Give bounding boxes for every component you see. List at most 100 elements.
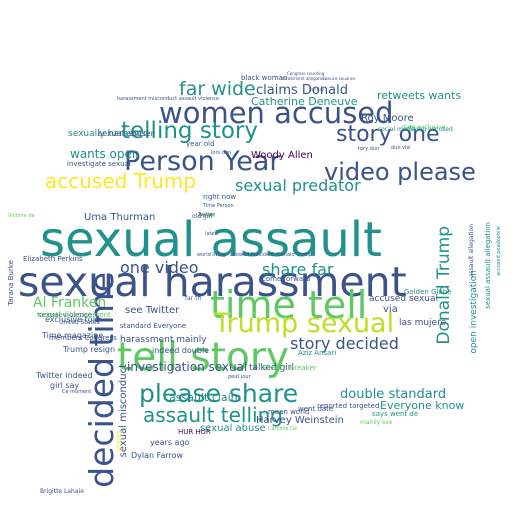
word-wants-open: wants open xyxy=(70,147,140,161)
word-sexual-harassment: sexual harassment xyxy=(18,258,407,306)
word-brigitte-lahaie: Brigitte Lahaie xyxy=(40,488,84,495)
word-trump-sexual: Trump sexual xyxy=(214,308,395,339)
word-trump-resign: Trump resign xyxy=(63,345,116,354)
word-members-congress: members Congress xyxy=(49,334,117,342)
word-sexual-assault: sexual assault xyxy=(40,212,382,268)
word-mean-world: mean world xyxy=(268,408,310,416)
word-sexual-violence: sexual violence xyxy=(38,311,93,319)
word-time-magazine: Time magazine xyxy=(42,331,104,340)
word-peut-jour: peut jour xyxy=(228,374,251,380)
word-allowed-president: allowed President xyxy=(230,252,275,258)
word-investigation-sexual: investigation sexual xyxy=(127,360,248,374)
word-social-media: social media xyxy=(378,126,416,133)
word-story-decided: story decided xyxy=(290,334,399,353)
word-lors-dun: lors dun xyxy=(211,150,232,156)
word-sexually-harassed: sexually harassed xyxy=(68,129,149,139)
word-see-twitter: see Twitter xyxy=(125,305,180,316)
word-silence-breaker: Silence Breaker xyxy=(262,364,317,372)
word-reported-targeted: reported targeted xyxy=(317,402,380,410)
word-dylan-farrow: Dylan Farrow xyxy=(131,451,184,460)
word-lanuce-souance: Lanuce souance xyxy=(323,76,356,81)
word-las-mujere: las mujere xyxy=(399,318,447,328)
word-claims-donald: claims Donald xyxy=(256,83,348,98)
word-harassment-allegation: harassment allegation xyxy=(281,76,326,81)
word-accused-peadophile: accused peadophile xyxy=(496,226,502,276)
word-retweets-wants: retweets wants xyxy=(377,89,462,102)
word-please-share: please share xyxy=(139,379,299,408)
word-investigate-sexual: investigate sexual xyxy=(67,160,131,168)
word-ce-moment: Ce moment xyxy=(62,389,92,395)
word-right-now: right now xyxy=(203,193,237,201)
word-fire-day: fire day xyxy=(309,87,325,92)
word-says-went-de: says went de xyxy=(372,410,419,418)
word-james: James xyxy=(115,430,123,452)
word-accused-trump: accused Trump xyxy=(45,169,197,193)
word-girl-say: girl say xyxy=(50,381,80,390)
word-open-investigation: open investigation xyxy=(469,270,479,354)
word-aziz-ansari: Aziz Ansari xyxy=(298,349,337,357)
word-far-th: far th xyxy=(185,295,202,302)
word-time-person: Time Person xyxy=(203,203,234,209)
word-share-far: share far xyxy=(262,260,334,279)
word-sexual-predator: sexual predator xyxy=(235,176,361,195)
word-tory-dun: tory dun xyxy=(358,146,380,152)
word-harassment-mainly: harassment mainly xyxy=(120,335,207,345)
word-sexual-assault-allegation: sexual assault allegation xyxy=(484,222,492,309)
word-victime-de: Victime de xyxy=(8,213,35,219)
word-hur-hur: HUR HUR xyxy=(178,428,211,436)
word-indeed-double: indeed double xyxy=(152,346,210,355)
word-woody-allen: Woody Allen xyxy=(251,150,313,161)
word-time-tell: time tell xyxy=(210,283,368,327)
word-via: via xyxy=(383,304,398,315)
word-assault-allegation: assault allegation xyxy=(468,224,475,278)
word-exclusive-told: exclusive told xyxy=(45,315,100,324)
word-mainly-sex: mainly sex xyxy=(360,419,393,426)
word-uma-thurman: Uma Thurman xyxy=(84,212,156,223)
word-living-accused: living accused xyxy=(410,126,453,133)
word-dun-visi: dun visi xyxy=(391,145,411,151)
word-one-video: one video xyxy=(120,258,199,277)
word-talked-girl: talked girl xyxy=(249,363,294,373)
word-telling-story: telling story xyxy=(121,118,258,144)
word-sexual-abuser: sexual abuser xyxy=(98,129,154,138)
word-united-states: United States xyxy=(59,319,100,326)
word-elizabeth-perkins: Elizabeth Perkins xyxy=(23,255,83,263)
word-far-wide: far wide xyxy=(179,78,256,100)
word-story-one: story one xyxy=(336,122,440,147)
word-assault-telling: assault telling xyxy=(143,403,283,427)
word-standard-everyone: standard Everyone xyxy=(120,322,187,330)
word-tell-story: tell story xyxy=(117,335,289,380)
word-accused-sexual: accused sexual xyxy=(369,294,439,304)
word-catherine-deneuve: Catherine Deneuve xyxy=(251,95,358,108)
word-everyone-know: Everyone know xyxy=(380,399,465,412)
word-caroline-de: Caroline De xyxy=(268,426,298,432)
word-old-girl-2: old girl xyxy=(192,213,213,220)
word-congress-counting: Congress counting xyxy=(287,71,325,76)
word-video-please: video please xyxy=(324,158,476,186)
word-women-accused: women accused xyxy=(159,96,394,130)
word-years-ago: years ago xyxy=(150,438,190,447)
word-date-exclusive: date exclusive xyxy=(402,124,446,131)
word-black-woman: black woman xyxy=(241,74,288,82)
word-twitter-indeed: Twitter indeed xyxy=(36,371,93,380)
word-al-franken: Al Franken xyxy=(33,295,107,311)
word-harvey-weinstein: Harvey Weinstein xyxy=(256,415,344,426)
word-old-girl: old girl xyxy=(198,213,216,219)
word-went-date: went date xyxy=(298,405,334,413)
word-donald-trump-small: Donald Trump xyxy=(277,252,312,258)
word-year-old: year old xyxy=(186,140,215,148)
word-come-forward: come forward xyxy=(262,275,311,283)
word-targeted-harassment: targeted harassment xyxy=(37,311,111,319)
word-golden-globe: Golden Globe xyxy=(404,288,452,296)
word-world-living: world living xyxy=(197,252,226,258)
word-person-year: Person Year xyxy=(124,146,281,177)
word-harassment-misconduct: harassment misconduct assault violence xyxy=(117,96,220,102)
word-latest: latest xyxy=(205,231,220,237)
word-roy-moore: Roy Moore xyxy=(361,113,414,124)
word-twitter: Twitter xyxy=(198,212,215,218)
word-double-standard: double standard xyxy=(340,387,447,402)
word-sexual-abuse: sexual abuse xyxy=(200,423,266,434)
word-tarana-burke: Tarana Burke xyxy=(7,260,15,306)
word-assault-claim: assault claim xyxy=(169,391,242,404)
